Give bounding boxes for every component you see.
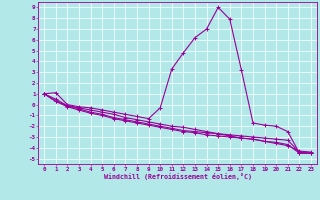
X-axis label: Windchill (Refroidissement éolien,°C): Windchill (Refroidissement éolien,°C) xyxy=(104,173,252,180)
